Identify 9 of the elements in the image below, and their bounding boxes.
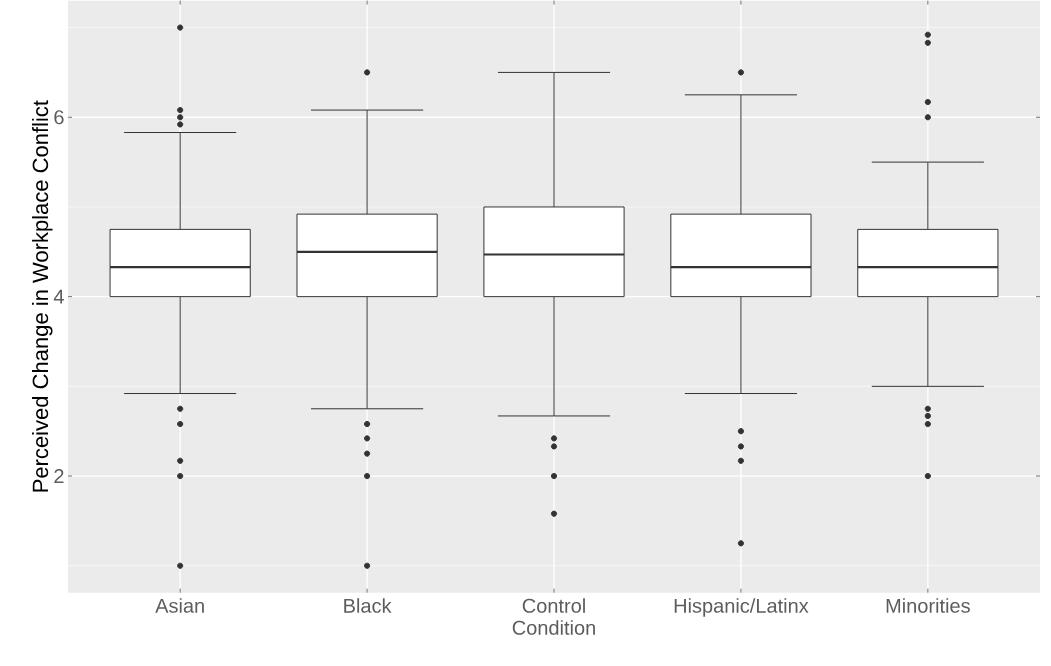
x-tick-label: Minorities [886,598,970,614]
y-tick-label: 6 [54,110,64,125]
x-tick-label: Control Condition [512,598,595,636]
x-tick-label: Black [344,598,392,614]
x-tick-label: Asian [155,598,204,614]
y-axis-title: Perceived Change in Workplace Conflict [32,100,53,492]
x-tick-label: Hispanic/Latinx [674,598,809,617]
y-tick-label: 4 [53,289,64,304]
y-tick-label: 2 [54,469,64,484]
